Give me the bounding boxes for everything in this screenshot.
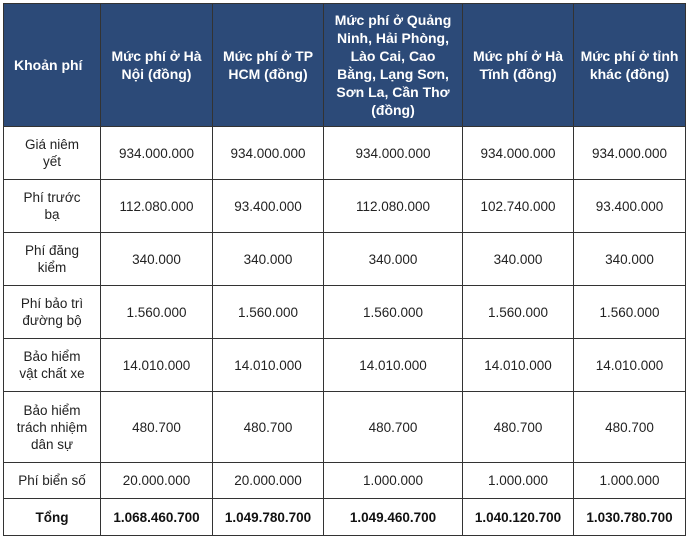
total-cell: 1.040.120.700	[462, 498, 574, 536]
header-hatinh: Mức phí ở Hà Tĩnh (đồng)	[462, 3, 574, 127]
table-cell: 93.400.000	[573, 179, 686, 233]
header-hanoi: Mức phí ở Hà Nội (đồng)	[100, 3, 213, 127]
table-cell: 934.000.000	[462, 126, 574, 180]
table-cell: 14.010.000	[100, 338, 213, 392]
row-label: Bảo hiểm trách nhiệm dân sự	[3, 391, 101, 463]
row-label: Phí đăng kiểm	[3, 232, 101, 286]
table-cell: 480.700	[212, 391, 324, 463]
table-cell: 1.560.000	[100, 285, 213, 339]
header-hcm: Mức phí ở TP HCM (đồng)	[212, 3, 324, 127]
fee-table-container: Khoản phí Mức phí ở Hà Nội (đồng) Mức ph…	[3, 3, 686, 536]
table-cell: 14.010.000	[323, 338, 463, 392]
table-cell: 934.000.000	[573, 126, 686, 180]
total-cell: 1.049.460.700	[323, 498, 463, 536]
table-cell: 340.000	[100, 232, 213, 286]
table-cell: 480.700	[462, 391, 574, 463]
table-cell: 20.000.000	[212, 462, 324, 499]
row-label: Giá niêm yết	[3, 126, 101, 180]
row-label: Bảo hiểm vật chất xe	[3, 338, 101, 392]
table-cell: 934.000.000	[323, 126, 463, 180]
table-cell: 340.000	[212, 232, 324, 286]
total-row: Tổng 1.068.460.700 1.049.780.700 1.049.4…	[3, 498, 686, 536]
header-other-provinces: Mức phí ở tỉnh khác (đồng)	[573, 3, 686, 127]
table-cell: 340.000	[462, 232, 574, 286]
table-cell: 112.080.000	[323, 179, 463, 233]
table-cell: 480.700	[323, 391, 463, 463]
table-cell: 480.700	[573, 391, 686, 463]
row-label: Phí trước bạ	[3, 179, 101, 233]
table-cell: 340.000	[573, 232, 686, 286]
table-cell: 1.560.000	[212, 285, 324, 339]
total-cell: 1.030.780.700	[573, 498, 686, 536]
header-group-provinces: Mức phí ở Quảng Ninh, Hải Phòng, Lào Cai…	[323, 3, 463, 127]
header-row: Khoản phí Mức phí ở Hà Nội (đồng) Mức ph…	[3, 3, 686, 127]
total-label: Tổng	[3, 498, 101, 536]
table-cell: 1.560.000	[323, 285, 463, 339]
table-cell: 20.000.000	[100, 462, 213, 499]
table-row: Bảo hiểm vật chất xe 14.010.000 14.010.0…	[3, 338, 686, 392]
table-cell: 102.740.000	[462, 179, 574, 233]
table-row: Phí trước bạ 112.080.000 93.400.000 112.…	[3, 179, 686, 233]
row-label: Phí bảo trì đường bộ	[3, 285, 101, 339]
fee-table: Khoản phí Mức phí ở Hà Nội (đồng) Mức ph…	[3, 3, 686, 536]
table-row: Phí biển số 20.000.000 20.000.000 1.000.…	[3, 462, 686, 499]
table-row: Phí đăng kiểm 340.000 340.000 340.000 34…	[3, 232, 686, 286]
table-cell: 934.000.000	[212, 126, 324, 180]
table-cell: 340.000	[323, 232, 463, 286]
total-cell: 1.068.460.700	[100, 498, 213, 536]
table-cell: 1.000.000	[462, 462, 574, 499]
table-cell: 14.010.000	[212, 338, 324, 392]
total-cell: 1.049.780.700	[212, 498, 324, 536]
table-cell: 1.000.000	[573, 462, 686, 499]
table-cell: 1.000.000	[323, 462, 463, 499]
table-cell: 934.000.000	[100, 126, 213, 180]
row-label: Phí biển số	[3, 462, 101, 499]
table-row: Bảo hiểm trách nhiệm dân sự 480.700 480.…	[3, 391, 686, 463]
table-row: Giá niêm yết 934.000.000 934.000.000 934…	[3, 126, 686, 180]
table-cell: 480.700	[100, 391, 213, 463]
table-cell: 93.400.000	[212, 179, 324, 233]
table-cell: 1.560.000	[573, 285, 686, 339]
table-cell: 14.010.000	[462, 338, 574, 392]
header-fee-item: Khoản phí	[3, 3, 101, 127]
table-cell: 112.080.000	[100, 179, 213, 233]
table-row: Phí bảo trì đường bộ 1.560.000 1.560.000…	[3, 285, 686, 339]
table-cell: 1.560.000	[462, 285, 574, 339]
table-cell: 14.010.000	[573, 338, 686, 392]
